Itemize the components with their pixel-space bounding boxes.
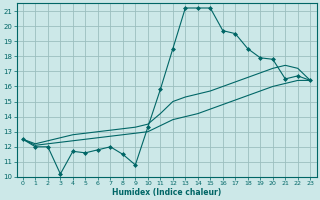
X-axis label: Humidex (Indice chaleur): Humidex (Indice chaleur): [112, 188, 221, 197]
